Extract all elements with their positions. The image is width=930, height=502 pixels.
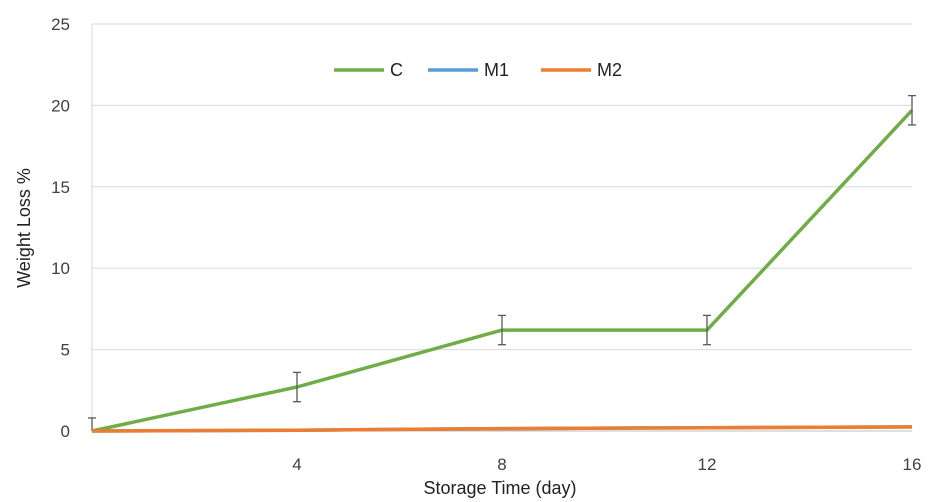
error-bar [908, 94, 916, 126]
x-tick-label: 4 [292, 455, 301, 474]
legend-label: C [390, 60, 403, 80]
y-tick-labels: 0 5 10 15 20 25 [51, 15, 70, 441]
legend-label: M1 [484, 60, 509, 80]
legend-item-m1: M1 [428, 60, 509, 80]
error-bar [703, 314, 711, 346]
y-axis-label: Weight Loss % [14, 168, 34, 288]
error-bar [498, 314, 506, 346]
y-tick-label: 25 [51, 15, 70, 34]
x-tick-labels: 4 8 12 16 [292, 455, 921, 474]
legend-item-m2: M2 [541, 60, 622, 80]
error-bar [88, 417, 96, 431]
x-tick-label: 12 [698, 455, 717, 474]
gridlines [92, 23, 912, 351]
legend-item-c: C [334, 60, 403, 80]
error-bar [293, 371, 301, 403]
y-tick-label: 15 [51, 178, 70, 197]
axes [91, 24, 912, 432]
x-axis-label: Storage Time (day) [423, 478, 576, 498]
series-m2 [91, 425, 913, 433]
series-line-m2 [91, 425, 913, 433]
x-tick-label: 8 [497, 455, 506, 474]
y-tick-label: 20 [51, 96, 70, 115]
series-group [88, 94, 916, 433]
legend: C M1 M2 [334, 60, 622, 80]
series-c [88, 94, 916, 433]
legend-label: M2 [597, 60, 622, 80]
x-tick-label: 16 [903, 455, 922, 474]
y-tick-label: 10 [51, 259, 70, 278]
series-line-c [91, 109, 914, 433]
y-tick-label: 0 [61, 422, 70, 441]
y-tick-label: 5 [61, 341, 70, 360]
